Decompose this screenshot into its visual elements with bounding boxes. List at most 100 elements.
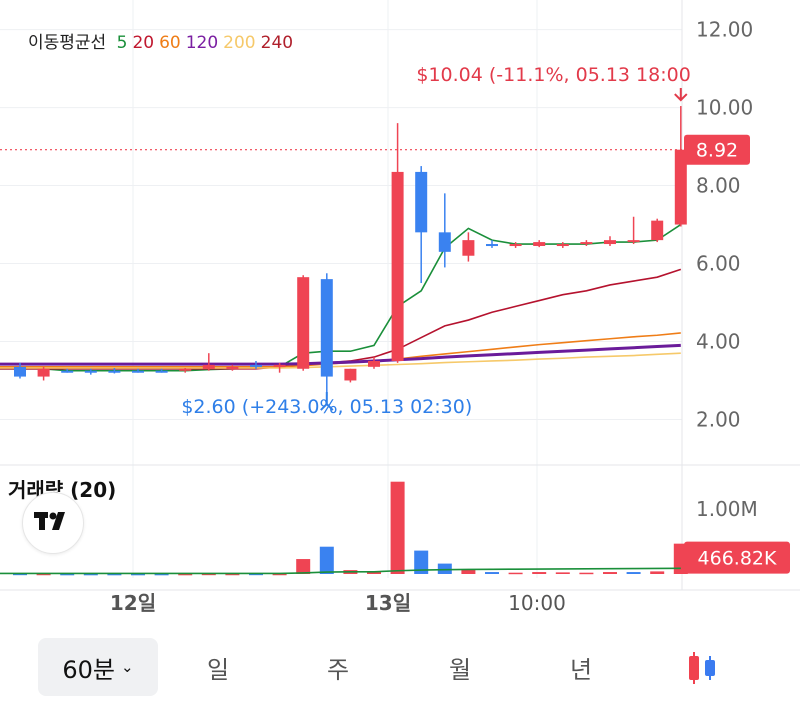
timeframe-label: 60분: [62, 655, 116, 684]
volume-bar: [272, 573, 287, 576]
volume-bar: [437, 563, 452, 574]
legend-item-ma-120: 120: [185, 33, 219, 53]
last-volume-tag: [684, 541, 790, 574]
y-tick-label: 12.00: [696, 18, 753, 42]
x-tick-label: 13일: [365, 591, 411, 615]
volume-bar: [367, 572, 381, 574]
candle-body: [486, 244, 498, 247]
candle-body: [202, 364, 215, 369]
volume-bar: [249, 573, 263, 576]
candle-body: [651, 220, 664, 241]
volume-bar: [603, 572, 617, 574]
volume-bar: [178, 573, 193, 576]
volume-bar: [131, 573, 145, 576]
volume-bar: [555, 572, 570, 574]
volume-bar: [485, 572, 499, 574]
volume-bar: [296, 559, 311, 574]
volume-bar: [83, 573, 98, 576]
volume-bar: [650, 571, 665, 574]
timeframe-dropdown[interactable]: 60분 ⌄: [38, 638, 158, 696]
volume-ma-line: [0, 567, 681, 575]
chevron-down-icon: ⌄: [121, 658, 134, 676]
tradingview-logo-icon: [34, 512, 65, 530]
y-tick-label: 2.00: [696, 407, 741, 431]
candle-body: [61, 370, 74, 373]
candle-body: [344, 368, 357, 381]
candle-body: [674, 149, 687, 225]
candle-body: [37, 368, 50, 377]
bottom-toolbar: 60분 ⌄ 일 주 월 년: [0, 630, 800, 712]
low-annotation: $2.60 (+243.0%, 05.13 02:30): [181, 396, 472, 418]
candle-body: [391, 171, 404, 361]
volume-bar: [579, 572, 594, 575]
candle-body: [84, 370, 97, 373]
volume-bar: [626, 572, 641, 574]
candle-body: [368, 360, 380, 367]
candle-body: [108, 370, 121, 373]
candle-body: [297, 277, 310, 369]
candle-body: [155, 370, 168, 373]
tab-day[interactable]: 일: [206, 655, 230, 684]
ma-line-200: [0, 352, 681, 369]
y-tick-label: 4.00: [696, 329, 741, 353]
moving-average-legend: 이동평균선 5 20 60 120 200 240: [28, 28, 303, 53]
price-chart[interactable]: 12.00 10.00 8.00 6.00 4.00 2.00 12일 13일 10:00 8.9…: [0, 0, 800, 630]
candle-body: [556, 244, 569, 247]
high-annotation: $10.04 (-11.1%, 05.13 18:00: [416, 64, 690, 86]
candle-body: [462, 240, 475, 256]
volume-bar: [390, 481, 405, 574]
ma-line-120: [0, 343, 681, 366]
y-tick-label: 10.00: [696, 96, 753, 120]
volume-bar: [461, 569, 476, 574]
volume-bar: [508, 572, 523, 575]
chart-type-button[interactable]: [680, 648, 724, 688]
candle-body: [627, 240, 640, 243]
tab-week[interactable]: 주: [326, 655, 350, 684]
tab-month[interactable]: 월: [448, 655, 472, 684]
y-tick-label: 6.00: [696, 252, 741, 276]
candle-body: [250, 364, 262, 367]
volume-bar: [154, 573, 169, 576]
ma-line-5: [0, 223, 682, 372]
candle-body: [604, 240, 616, 245]
candle-body: [509, 244, 522, 247]
candle-body: [132, 370, 144, 373]
x-tick-label: 12일: [110, 591, 156, 615]
volume-y-tick-label: 1.00M: [696, 497, 758, 521]
volume-bar: [13, 573, 27, 576]
legend-item-ma-60: 60: [159, 33, 181, 53]
arrow-down-icon: [674, 88, 688, 102]
ma-line-20: [0, 268, 682, 370]
tab-year[interactable]: 년: [569, 655, 593, 684]
candle-body: [273, 364, 286, 367]
x-tick-label: 10:00: [508, 591, 566, 615]
last-price-label: 8.92: [696, 140, 738, 162]
volume-bar: [201, 573, 216, 576]
candlestick-icon: [689, 652, 715, 684]
tradingview-logo[interactable]: [22, 492, 84, 554]
volume-bar: [225, 573, 240, 576]
volume-bar: [107, 573, 122, 576]
last-price-tag: [684, 134, 750, 165]
volume-bar: [60, 573, 75, 576]
legend-item-ma-200: 200: [223, 33, 256, 53]
volume-bar: [414, 550, 429, 574]
volume-bar: [532, 572, 547, 574]
legend-title: 이동평균선: [28, 33, 107, 53]
legend-item-ma-5: 5: [116, 33, 128, 53]
legend-item-ma-20: 20: [132, 33, 155, 53]
last-volume-label: 466.82K: [698, 548, 777, 570]
candle-body: [580, 242, 593, 245]
candle-body: [533, 242, 546, 246]
legend-item-ma-240: 240: [260, 33, 294, 53]
candle-body: [438, 232, 451, 252]
y-tick-label: 8.00: [696, 174, 741, 198]
volume-bar: [319, 546, 334, 574]
candle-body: [415, 171, 428, 233]
volume-bar: [36, 573, 51, 576]
candle-body: [179, 368, 192, 371]
candle-body: [320, 279, 333, 377]
arrow-up-icon: [320, 392, 334, 411]
candle-body: [226, 366, 239, 369]
candle-body: [14, 366, 26, 377]
